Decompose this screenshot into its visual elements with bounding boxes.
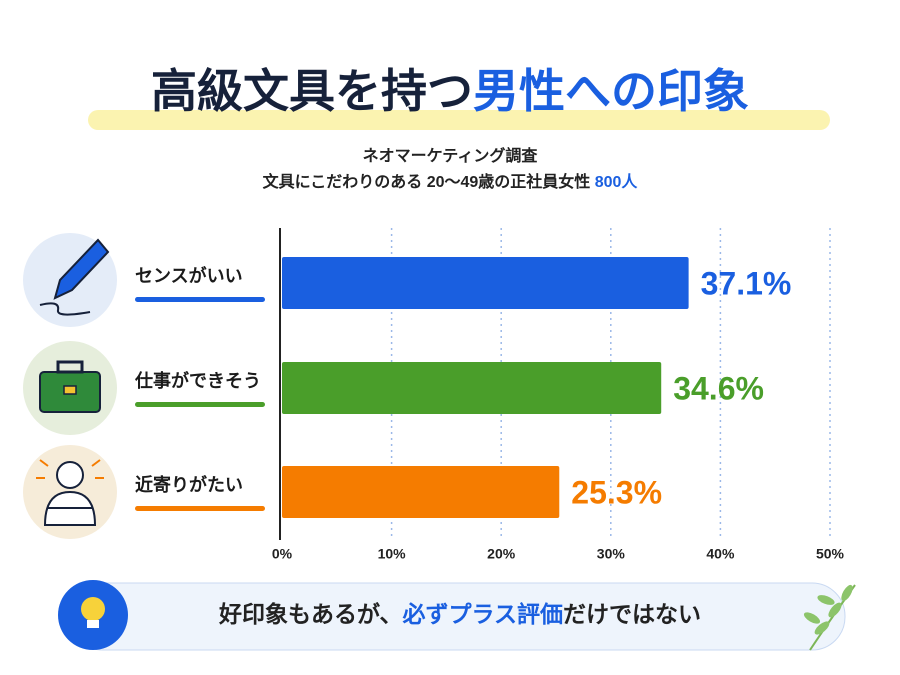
x-tick-label: 50%: [816, 546, 845, 562]
chart-title: 高級文具を持つ男性への印象: [151, 65, 749, 117]
bar: [282, 362, 662, 414]
subtitle: 文具にこだわりのある 20～49歳の正社員女性 800人: [263, 172, 639, 191]
category-label: センスがいい: [135, 265, 243, 286]
value-label: 25.3%: [571, 474, 662, 510]
bar: [282, 466, 560, 518]
footer-part: だけではない: [563, 601, 701, 627]
title-part: 高級文具を持つ: [151, 65, 473, 117]
subtitle-part: 文具にこだわりのある 20～49歳の正社員女性: [263, 172, 595, 191]
subtitle-part: 800人: [595, 173, 639, 191]
footer-text: 好印象もあるが、必ずプラス評価だけではない: [218, 601, 701, 627]
subtitle: ネオマーケティング調査: [363, 146, 538, 165]
leaves: [803, 584, 853, 635]
icon-person: [23, 445, 117, 539]
x-tick-label: 20%: [487, 546, 516, 562]
icon-bulb-base: [87, 620, 99, 628]
footer-part: 必ずプラス評価: [403, 601, 564, 627]
category-underline: [135, 506, 265, 511]
icon-pen: [23, 233, 117, 327]
footer-part: 好印象もあるが、: [218, 601, 403, 627]
value-label: 34.6%: [673, 370, 764, 406]
x-tick-label: 30%: [597, 546, 626, 562]
x-tick-label: 40%: [706, 546, 735, 562]
bar: [282, 257, 689, 309]
category-label: 近寄りがたい: [135, 474, 243, 495]
value-label: 37.1%: [701, 265, 792, 301]
category-underline: [135, 297, 265, 302]
x-tick-label: 10%: [378, 546, 407, 562]
title-part: 男性への印象: [473, 65, 749, 117]
icon-bulb-glass: [81, 597, 105, 621]
category-label: 仕事ができそう: [134, 370, 261, 391]
title-highlight: [88, 110, 830, 130]
category-underline: [135, 402, 265, 407]
x-tick-label: 0%: [272, 546, 293, 562]
icon-briefcase: [23, 341, 117, 435]
